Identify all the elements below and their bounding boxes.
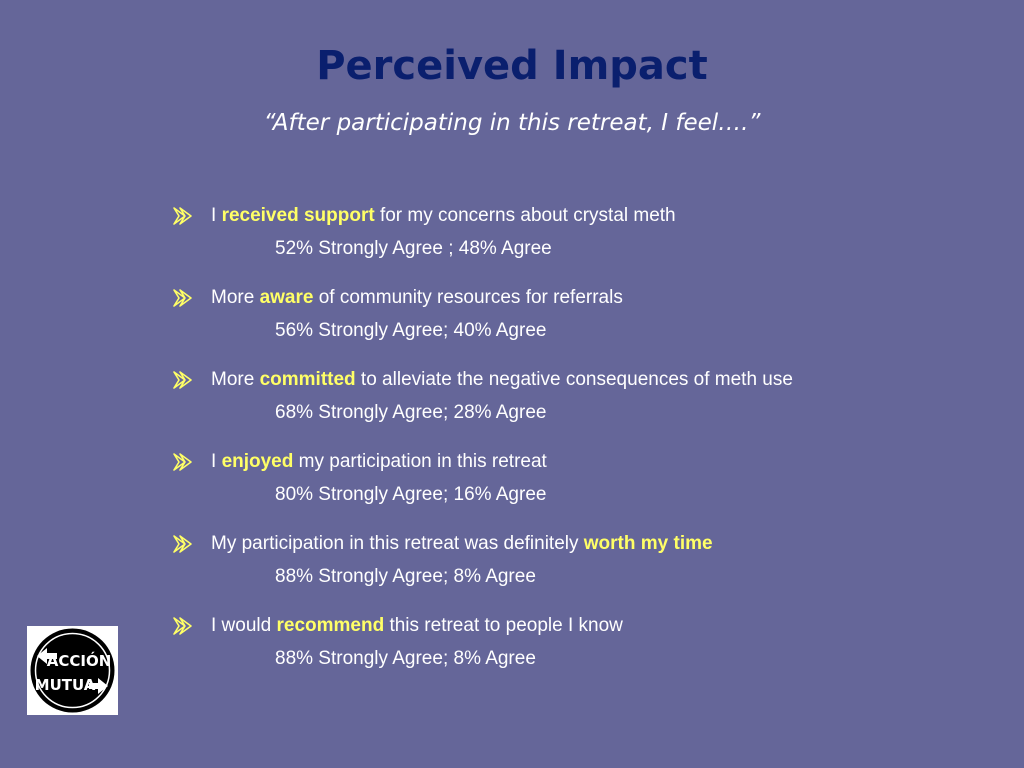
bullet-item: More committed to alleviate the negative… — [172, 366, 992, 448]
bullet-text-pre: I — [211, 205, 222, 226]
bullet-list: I received support for my concerns about… — [172, 202, 992, 694]
arrow-bullet-icon — [173, 617, 192, 635]
bullet-item: I would recommend this retreat to people… — [172, 612, 992, 694]
arrow-bullet-icon — [173, 535, 192, 553]
arrow-bullet-icon — [173, 289, 192, 307]
bullet-result: 88% Strongly Agree; 8% Agree — [275, 566, 536, 587]
bullet-text-post: this retreat to people I know — [384, 615, 623, 636]
arrow-bullet-icon — [173, 453, 192, 471]
logo-line2: MUTUA — [35, 676, 96, 694]
bullet-statement: I received support for my concerns about… — [211, 202, 676, 230]
bullet-item: More aware of community resources for re… — [172, 284, 992, 366]
arrow-bullet-icon — [173, 207, 192, 225]
arrow-bullet-icon — [173, 371, 192, 389]
bullet-item: I received support for my concerns about… — [172, 202, 992, 284]
bullet-statement: I would recommend this retreat to people… — [211, 612, 623, 640]
bullet-item: I enjoyed my participation in this retre… — [172, 448, 992, 530]
bullet-result: 56% Strongly Agree; 40% Agree — [275, 320, 547, 341]
bullet-highlight: aware — [259, 287, 314, 308]
accion-mutua-logo: ACCIÓN MUTUA — [27, 626, 118, 715]
bullet-text-post: for my concerns about crystal meth — [374, 205, 676, 226]
logo-emblem-icon: ACCIÓN MUTUA — [30, 628, 115, 713]
slide-title: Perceived Impact — [316, 43, 708, 89]
bullet-text-post: of community resources for referrals — [313, 287, 623, 308]
bullet-text-pre: I — [211, 451, 222, 472]
bullet-text-pre: I would — [211, 615, 277, 636]
bullet-statement: My participation in this retreat was def… — [211, 530, 713, 558]
bullet-statement: More committed to alleviate the negative… — [211, 366, 793, 394]
bullet-highlight: committed — [259, 369, 356, 390]
bullet-highlight: enjoyed — [221, 451, 294, 472]
logo-line1: ACCIÓN — [47, 651, 112, 670]
bullet-item: My participation in this retreat was def… — [172, 530, 992, 612]
bullet-highlight: recommend — [276, 615, 385, 636]
slide-subtitle: “After participating in this retreat, I … — [263, 110, 761, 136]
bullet-result: 52% Strongly Agree ; 48% Agree — [275, 238, 552, 259]
bullet-text-post: to alleviate the negative consequences o… — [355, 369, 793, 390]
bullet-text-pre: More — [211, 369, 260, 390]
bullet-result: 80% Strongly Agree; 16% Agree — [275, 484, 547, 505]
bullet-text-pre: More — [211, 287, 260, 308]
bullet-highlight: worth my time — [583, 533, 713, 554]
bullet-text-post: my participation in this retreat — [293, 451, 547, 472]
bullet-statement: More aware of community resources for re… — [211, 284, 623, 312]
bullet-result: 68% Strongly Agree; 28% Agree — [275, 402, 547, 423]
bullet-text-pre: My participation in this retreat was def… — [211, 533, 584, 554]
bullet-result: 88% Strongly Agree; 8% Agree — [275, 648, 536, 669]
bullet-highlight: received support — [221, 205, 375, 226]
bullet-statement: I enjoyed my participation in this retre… — [211, 448, 547, 476]
